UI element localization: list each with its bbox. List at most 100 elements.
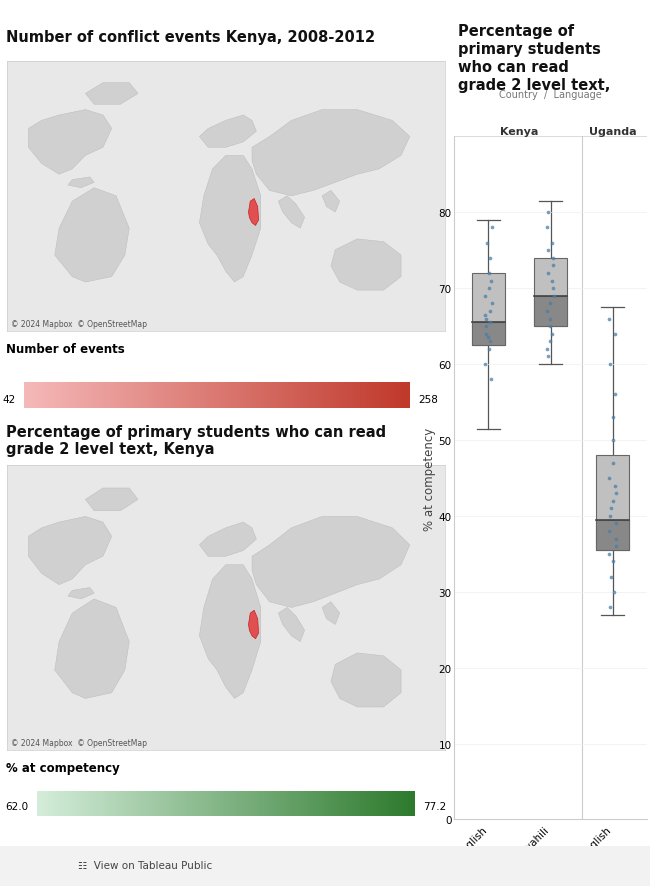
Polygon shape	[252, 517, 410, 608]
Polygon shape	[68, 178, 94, 189]
Point	[608, 456, 618, 470]
Point	[486, 316, 496, 330]
Point	[604, 312, 614, 326]
Polygon shape	[322, 602, 340, 625]
Polygon shape	[29, 517, 112, 585]
Point	[481, 327, 491, 341]
Point	[604, 547, 614, 561]
Point	[605, 600, 616, 614]
Point	[548, 252, 558, 266]
Point	[545, 312, 556, 326]
Point	[543, 350, 553, 364]
Point	[610, 327, 620, 341]
Text: Country  /  Language: Country / Language	[499, 89, 602, 99]
Polygon shape	[248, 610, 259, 639]
Polygon shape	[200, 156, 261, 283]
Point	[606, 570, 616, 584]
Text: 258: 258	[419, 394, 439, 404]
Point	[608, 433, 618, 447]
Polygon shape	[248, 199, 259, 226]
Point	[484, 342, 495, 356]
Text: © 2024 Mapbox  © OpenStreetMap: © 2024 Mapbox © OpenStreetMap	[11, 320, 147, 329]
Point	[547, 274, 558, 288]
Text: Uganda: Uganda	[589, 128, 636, 137]
Point	[548, 282, 558, 296]
Polygon shape	[29, 111, 112, 175]
Point	[482, 237, 492, 251]
Point	[547, 237, 557, 251]
Point	[484, 282, 494, 296]
Polygon shape	[278, 197, 305, 229]
Point	[545, 297, 556, 311]
Point	[485, 305, 495, 319]
Polygon shape	[55, 189, 129, 283]
Text: 77.2: 77.2	[423, 802, 447, 812]
Polygon shape	[85, 83, 138, 105]
Bar	[534, 259, 567, 327]
Point	[611, 517, 621, 531]
Point	[545, 335, 556, 349]
Point	[484, 331, 494, 346]
Point	[604, 525, 614, 539]
Polygon shape	[200, 523, 256, 556]
Polygon shape	[55, 599, 129, 699]
Point	[541, 305, 552, 319]
Point	[480, 358, 490, 372]
Point	[485, 335, 495, 349]
Text: Number of conflict events Kenya, 2008-2012: Number of conflict events Kenya, 2008-20…	[6, 29, 376, 44]
Point	[610, 478, 621, 493]
Bar	[473, 274, 504, 346]
Bar	[597, 520, 629, 550]
Point	[481, 320, 491, 334]
Polygon shape	[278, 608, 305, 641]
Text: ☷  View on Tableau Public: ☷ View on Tableau Public	[78, 860, 213, 870]
Point	[549, 259, 559, 273]
Point	[549, 290, 559, 304]
Point	[604, 471, 614, 486]
Point	[604, 509, 615, 524]
Point	[610, 540, 621, 554]
Point	[543, 267, 553, 281]
Point	[486, 274, 496, 288]
Text: % at competency: % at competency	[6, 761, 120, 774]
Point	[605, 358, 616, 372]
Point	[487, 297, 497, 311]
Point	[485, 252, 495, 266]
Polygon shape	[200, 116, 256, 148]
Polygon shape	[200, 565, 261, 699]
Bar	[473, 323, 504, 346]
Point	[608, 555, 618, 569]
Polygon shape	[331, 239, 401, 291]
Point	[484, 267, 495, 281]
Point	[543, 244, 553, 258]
Point	[610, 388, 620, 402]
Bar	[597, 455, 629, 550]
Text: Percentage of primary students who can read
grade 2 level text, Kenya: Percentage of primary students who can r…	[6, 424, 387, 457]
Point	[542, 342, 552, 356]
Point	[545, 320, 555, 334]
Text: 42: 42	[2, 394, 15, 404]
Polygon shape	[331, 653, 401, 707]
Point	[486, 222, 497, 236]
Polygon shape	[85, 488, 138, 511]
Text: 62.0: 62.0	[5, 802, 29, 812]
Point	[611, 486, 621, 501]
Y-axis label: % at competency: % at competency	[422, 427, 436, 530]
Text: Percentage of
primary students
who can read
grade 2 level text,: Percentage of primary students who can r…	[458, 25, 610, 93]
Polygon shape	[252, 111, 410, 197]
Text: Number of events: Number of events	[6, 343, 125, 355]
Polygon shape	[68, 587, 94, 599]
Point	[486, 373, 496, 387]
Point	[543, 206, 553, 220]
Point	[481, 312, 491, 326]
Point	[606, 501, 616, 516]
Point	[608, 494, 619, 509]
Point	[480, 308, 491, 323]
Point	[607, 410, 618, 424]
Point	[547, 327, 558, 341]
Point	[542, 222, 552, 236]
Bar	[534, 297, 567, 327]
Point	[610, 532, 621, 546]
Text: Kenya: Kenya	[500, 128, 539, 137]
Polygon shape	[322, 191, 340, 213]
